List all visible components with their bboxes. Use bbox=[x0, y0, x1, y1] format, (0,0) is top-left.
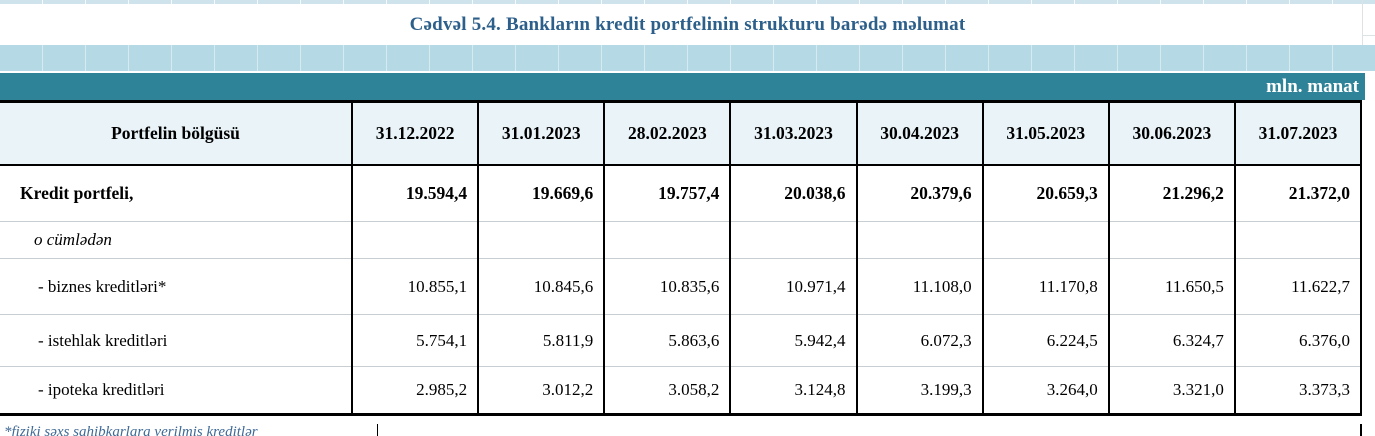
decorative-band-light-blue bbox=[0, 45, 1375, 71]
table-body: Kredit portfeli, 19.594,4 19.669,6 19.757,4… bbox=[0, 164, 1361, 415]
value-cell: 5.754,1 bbox=[350, 314, 479, 367]
value-cell: 2.985,2 bbox=[350, 366, 479, 415]
value-cell: 3.264,0 bbox=[981, 366, 1109, 415]
value-cell: 11.650,5 bbox=[1107, 258, 1235, 315]
value-cell: 3.199,3 bbox=[855, 366, 983, 415]
value-cell: 11.170,8 bbox=[981, 258, 1109, 315]
gridline-vertical bbox=[1362, 0, 1363, 45]
unit-label: mln. manat bbox=[1266, 75, 1359, 97]
value-cell: 21.372,0 bbox=[1233, 164, 1361, 222]
value-cell: 3.321,0 bbox=[1107, 366, 1235, 415]
column-header-date: 28.02.2023 bbox=[603, 101, 731, 166]
value-cell: 3.058,2 bbox=[603, 366, 731, 415]
value-cell: 19.594,4 bbox=[350, 164, 479, 222]
footnote: *fiziki şəxs sahibkarlara verilmiş kredi… bbox=[4, 424, 258, 436]
row-label: Kredit portfeli, bbox=[0, 164, 352, 222]
table-row: - biznes kreditləri* 10.855,1 10.845,6 10.8… bbox=[0, 258, 1361, 315]
value-cell bbox=[981, 221, 1109, 259]
value-cell: 20.038,6 bbox=[729, 164, 857, 222]
value-cell: 11.622,7 bbox=[1233, 258, 1361, 315]
value-cell: 10.835,6 bbox=[603, 258, 731, 315]
value-cell: 5.811,9 bbox=[477, 314, 605, 367]
column-header-date: 31.05.2023 bbox=[981, 101, 1109, 166]
column-header-date: 31.12.2022 bbox=[350, 101, 479, 166]
value-cell: 3.124,8 bbox=[729, 366, 857, 415]
table-row: - ipoteka kreditləri 2.985,2 3.012,2 3.058,… bbox=[0, 366, 1361, 415]
page-title: Cədvəl 5.4. Bankların kredit portfelinin… bbox=[409, 13, 966, 35]
value-cell: 10.855,1 bbox=[350, 258, 479, 315]
value-cell bbox=[1233, 221, 1361, 259]
value-cell bbox=[855, 221, 983, 259]
value-cell: 5.942,4 bbox=[729, 314, 857, 367]
value-cell: 3.373,3 bbox=[1233, 366, 1361, 415]
value-cell: 5.863,6 bbox=[603, 314, 731, 367]
unit-band: mln. manat bbox=[0, 73, 1365, 100]
value-cell: 6.224,5 bbox=[981, 314, 1109, 367]
value-cell bbox=[350, 221, 479, 259]
column-header-date: 31.01.2023 bbox=[477, 101, 605, 166]
row-label: o cümlədən bbox=[0, 221, 352, 259]
value-cell: 20.379,6 bbox=[855, 164, 983, 222]
value-cell: 3.012,2 bbox=[477, 366, 605, 415]
table-row: Kredit portfeli, 19.594,4 19.669,6 19.757,4… bbox=[0, 164, 1361, 222]
column-header-date: 30.06.2023 bbox=[1107, 101, 1235, 166]
column-header-date: 31.03.2023 bbox=[729, 101, 857, 166]
value-cell: 6.324,7 bbox=[1107, 314, 1235, 367]
row-label: - ipoteka kreditləri bbox=[0, 366, 352, 415]
value-cell: 11.108,0 bbox=[855, 258, 983, 315]
value-cell: 6.376,0 bbox=[1233, 314, 1361, 367]
value-cell: 20.659,3 bbox=[981, 164, 1109, 222]
row-label: - istehlak kreditləri bbox=[0, 314, 352, 367]
column-header-date: 31.07.2023 bbox=[1233, 101, 1361, 166]
value-cell: 19.757,4 bbox=[603, 164, 731, 222]
table-header-row: Portfelin bölgüsü 31.12.2022 31.01.2023 28… bbox=[0, 101, 1361, 166]
table-row: o cümlədən bbox=[0, 221, 1361, 259]
gridline-vertical bbox=[377, 424, 378, 436]
table-right-border-continuation bbox=[1360, 424, 1362, 436]
value-cell bbox=[729, 221, 857, 259]
column-header-label: Portfelin bölgüsü bbox=[0, 101, 352, 166]
credit-portfolio-table: Portfelin bölgüsü 31.12.2022 31.01.2023 28… bbox=[0, 100, 1362, 416]
value-cell: 10.845,6 bbox=[477, 258, 605, 315]
title-row: Cədvəl 5.4. Bankların kredit portfelinin… bbox=[0, 4, 1375, 45]
value-cell: 21.296,2 bbox=[1107, 164, 1235, 222]
gridline-horizontal bbox=[1363, 35, 1375, 36]
column-header-date: 30.04.2023 bbox=[855, 101, 983, 166]
value-cell: 10.971,4 bbox=[729, 258, 857, 315]
value-cell: 6.072,3 bbox=[855, 314, 983, 367]
cut-spreadsheet-row bbox=[0, 0, 1375, 4]
row-label: - biznes kreditləri* bbox=[0, 258, 352, 315]
table-row: - istehlak kreditləri 5.754,1 5.811,9 5.863… bbox=[0, 314, 1361, 367]
value-cell bbox=[477, 221, 605, 259]
value-cell bbox=[603, 221, 731, 259]
value-cell bbox=[1107, 221, 1235, 259]
value-cell: 19.669,6 bbox=[477, 164, 605, 222]
